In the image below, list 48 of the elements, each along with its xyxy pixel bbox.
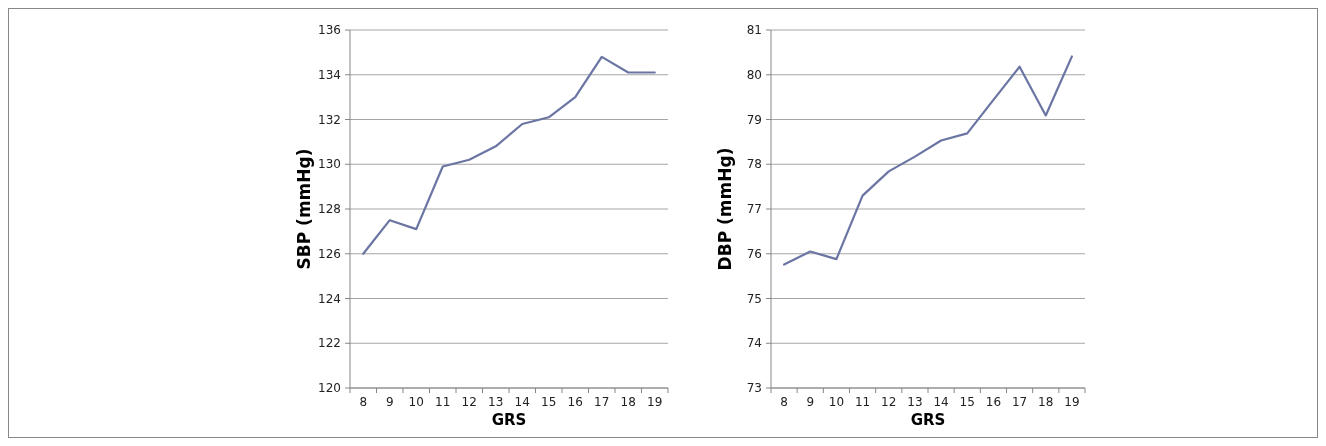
x-tick-label: 16 (567, 395, 583, 409)
x-tick-label: 13 (907, 395, 923, 409)
y-tick-label: 124 (318, 291, 341, 306)
y-tick-label: 132 (318, 112, 341, 127)
y-tick-label: 80 (746, 67, 762, 82)
x-tick-label: 10 (408, 395, 424, 409)
y-tick-label: 122 (318, 336, 341, 351)
x-tick-label: 17 (594, 395, 610, 409)
y-tick-label: 78 (746, 157, 762, 172)
y-tick-label: 79 (746, 112, 762, 127)
y-tick-label: 76 (746, 246, 762, 261)
y-tick-label: 77 (746, 202, 762, 217)
x-tick-label: 14 (933, 395, 949, 409)
x-tick-label: 9 (806, 395, 815, 409)
y-tick-label: 126 (318, 246, 341, 261)
y-tick-label: 74 (746, 336, 762, 351)
x-axis-title: GRS (491, 411, 527, 429)
x-tick-label: 14 (514, 395, 530, 409)
y-tick-label: 81 (746, 23, 762, 38)
y-tick-label: 120 (318, 381, 341, 396)
x-tick-label: 15 (541, 395, 557, 409)
x-tick-label: 8 (359, 395, 368, 409)
x-tick-label: 15 (959, 395, 975, 409)
y-tick-label: 134 (318, 67, 341, 82)
y-axis-title: DBP (mmHg) (715, 147, 735, 271)
line-series (362, 55, 656, 255)
x-tick-label: 18 (1038, 395, 1054, 409)
x-tick-label: 19 (1064, 395, 1080, 409)
x-tick-label: 11 (854, 395, 871, 409)
x-tick-label: 10 (828, 395, 845, 409)
x-tick-label: 17 (1011, 395, 1028, 409)
line-series (782, 55, 1074, 266)
x-tick-label: 11 (435, 395, 451, 409)
x-tick-label: 16 (985, 395, 1002, 409)
x-axis-title: GRS (910, 411, 946, 429)
x-tick-label: 18 (620, 395, 636, 409)
y-axis-title: SBP (mmHg) (294, 148, 314, 270)
x-tick-label: 19 (647, 395, 663, 409)
y-tick-label: 128 (318, 202, 341, 217)
x-tick-label: 12 (461, 395, 477, 409)
y-tick-label: 73 (746, 381, 762, 396)
x-tick-label: 8 (780, 395, 788, 409)
y-tick-label: 136 (318, 23, 341, 38)
y-tick-label: 130 (318, 157, 341, 172)
x-tick-label: 13 (488, 395, 504, 409)
y-tick-label: 75 (746, 291, 762, 306)
x-tick-label: 9 (385, 395, 394, 409)
x-tick-label: 12 (881, 395, 897, 409)
